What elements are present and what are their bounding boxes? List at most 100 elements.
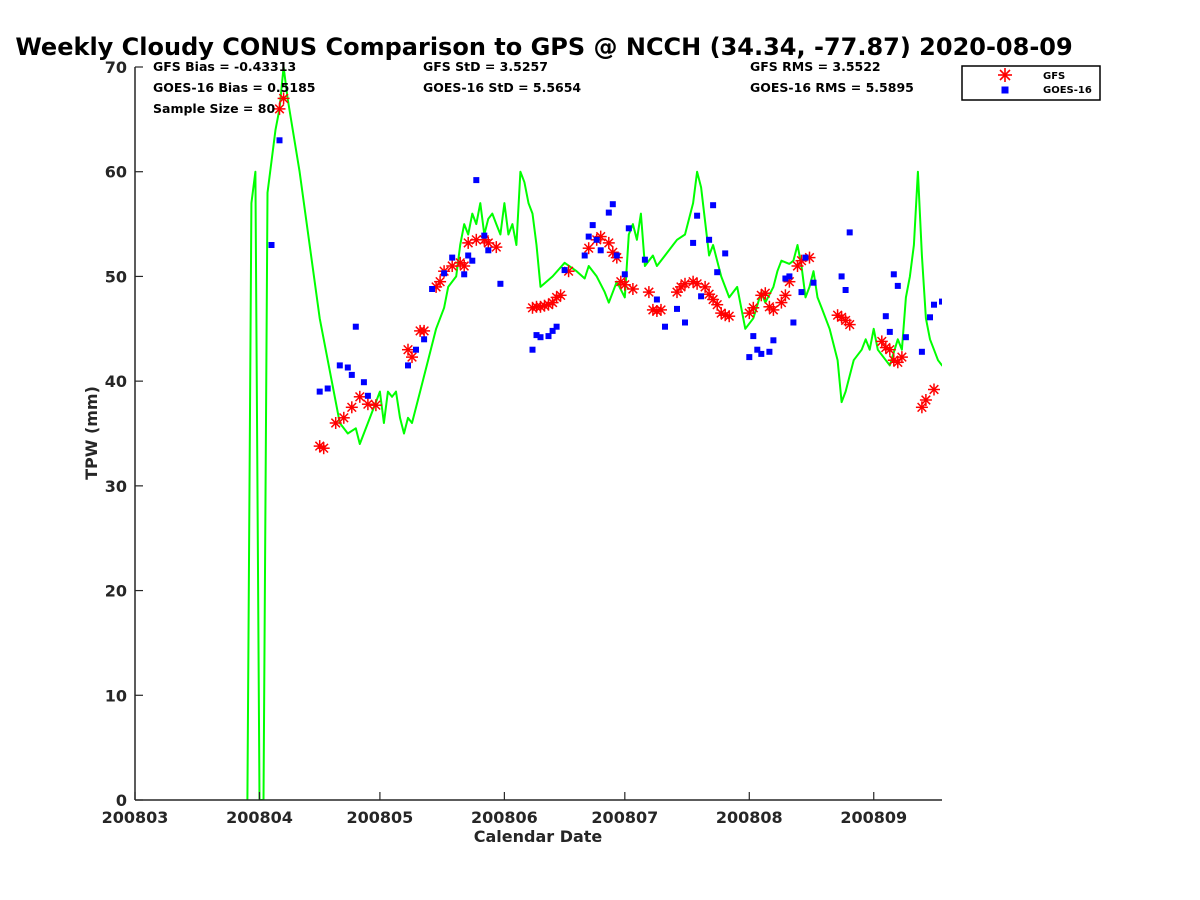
goes-point xyxy=(461,271,468,278)
goes-point xyxy=(473,177,480,184)
goes-point xyxy=(413,346,419,353)
goes-point xyxy=(894,282,901,289)
legend-gfs-marker xyxy=(998,68,1012,82)
goes-point xyxy=(481,232,488,239)
gfs-point xyxy=(843,318,856,331)
goes-point xyxy=(714,269,721,276)
stat-goes-rms: GOES-16 RMS = 5.5895 xyxy=(750,80,914,95)
gfs-point xyxy=(490,241,503,254)
gfs-point xyxy=(626,283,639,295)
goes-point xyxy=(613,252,620,259)
goes-point xyxy=(316,388,323,395)
goes-point xyxy=(662,323,668,330)
goes-point xyxy=(529,346,536,353)
goes-point xyxy=(770,337,777,344)
gfs-point xyxy=(329,417,342,429)
x-axis-label: Calendar Date xyxy=(474,827,603,846)
gfs-point xyxy=(711,298,724,311)
goes-point xyxy=(364,392,371,399)
goes-point xyxy=(886,328,893,335)
gfs-point xyxy=(434,275,447,288)
x-tick-label: 200805 xyxy=(347,808,414,827)
x-tick-label: 200804 xyxy=(226,808,293,827)
goes-point xyxy=(593,236,600,243)
goes-point xyxy=(931,301,937,308)
goes-point xyxy=(621,271,628,278)
goes-point xyxy=(758,350,765,357)
goes-point xyxy=(802,254,809,261)
x-tick-label: 200803 xyxy=(102,808,169,827)
gfs-point xyxy=(337,411,350,424)
x-ticks: 200803 200804 200805 200806 200807 200808 2008… xyxy=(102,792,907,827)
goes-point xyxy=(533,332,540,339)
gfs-point xyxy=(919,394,932,406)
goes-point xyxy=(589,222,596,229)
gfs-point xyxy=(779,289,792,302)
goes-point xyxy=(927,314,933,321)
goes-point xyxy=(641,256,648,263)
legend-goes-marker xyxy=(1001,86,1009,94)
gfs-point xyxy=(928,383,940,396)
stat-goes-bias: GOES-16 Bias = 0.5185 xyxy=(153,80,315,95)
goes-point xyxy=(597,247,604,254)
y-tick-label: 70 xyxy=(105,58,127,77)
goes-point xyxy=(537,334,544,341)
goes-point xyxy=(348,371,355,378)
gfs-point xyxy=(602,236,615,249)
goes-point xyxy=(268,242,275,248)
gfs-point xyxy=(767,303,780,316)
goes-point xyxy=(336,362,343,369)
x-tick-label: 200808 xyxy=(716,808,783,827)
goes-point xyxy=(561,267,568,274)
goes-point xyxy=(441,270,448,277)
goes-point xyxy=(766,348,773,355)
y-axis-label: TPW (mm) xyxy=(82,386,101,480)
goes-point xyxy=(421,336,428,343)
goes-point xyxy=(782,275,789,282)
y-tick-label: 60 xyxy=(105,163,127,182)
gfs-point xyxy=(759,287,772,300)
gfs-point xyxy=(361,398,374,411)
goes-point xyxy=(882,313,889,320)
goes-point xyxy=(842,287,849,293)
goes-point xyxy=(939,298,942,305)
stat-goes-std: GOES-16 StD = 5.5654 xyxy=(423,80,581,95)
gfs-point xyxy=(542,298,555,311)
goes-point xyxy=(609,201,616,208)
y-ticks: 0 10 20 30 40 50 60 70 xyxy=(105,58,143,810)
goes-point xyxy=(710,202,717,209)
gfs-point xyxy=(554,289,567,302)
goes-point xyxy=(810,279,817,286)
goes-point xyxy=(754,346,761,353)
goes-point xyxy=(786,273,793,280)
goes-point xyxy=(469,257,476,264)
goes-point xyxy=(902,334,909,341)
goes-point xyxy=(581,252,588,259)
goes-point xyxy=(545,333,552,340)
gfs-point xyxy=(679,277,691,290)
x-tick-label: 200806 xyxy=(471,808,538,827)
gps-line xyxy=(246,66,942,800)
goes-point xyxy=(798,289,805,296)
goes-point xyxy=(553,323,560,330)
y-tick-label: 10 xyxy=(105,686,127,705)
goes-point xyxy=(653,296,660,303)
x-tick-label: 200807 xyxy=(591,808,658,827)
gfs-point xyxy=(353,390,366,403)
gfs-point xyxy=(418,324,431,337)
stat-sample-size: Sample Size = 80 xyxy=(153,101,275,116)
goes-point xyxy=(694,212,701,219)
gfs-point xyxy=(273,102,286,115)
y-tick-label: 50 xyxy=(105,267,127,286)
goes-point xyxy=(682,319,688,326)
gfs-point xyxy=(345,401,358,414)
gfs-point xyxy=(875,335,888,348)
goes-point xyxy=(750,333,757,340)
gfs-point xyxy=(458,260,471,272)
chart-title: Weekly Cloudy CONUS Comparison to GPS @ … xyxy=(15,33,1072,61)
goes-point xyxy=(485,247,492,254)
goes-point xyxy=(838,273,845,280)
gfs-point xyxy=(317,442,330,455)
goes-point xyxy=(722,250,729,257)
goes-point xyxy=(429,286,436,292)
